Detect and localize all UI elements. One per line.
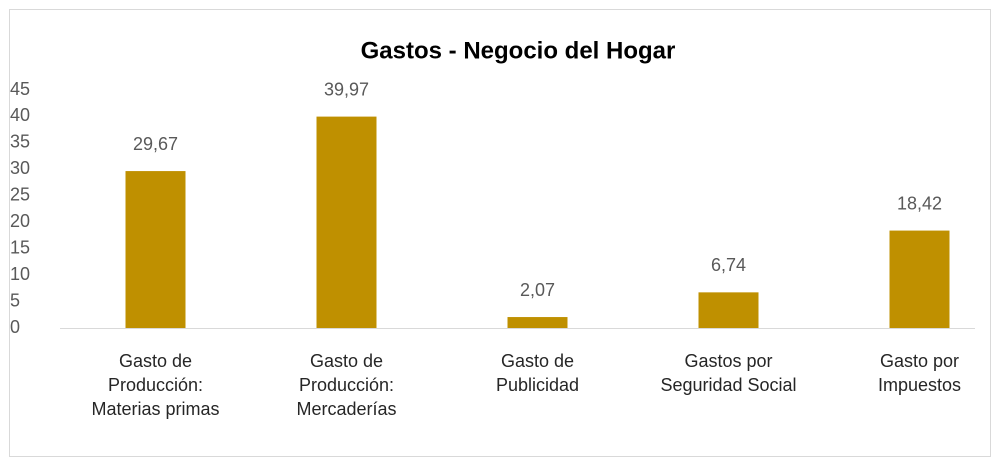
chart-title: Gastos - Negocio del Hogar: [361, 37, 676, 64]
y-tick-label: 15: [10, 237, 30, 257]
y-tick-label: 35: [10, 132, 30, 152]
x-tick-label: Gasto de Publicidad: [496, 351, 579, 395]
y-tick-label: 45: [10, 79, 30, 99]
x-tick-label: Gasto por Impuestos: [878, 351, 961, 395]
bar: [507, 317, 568, 328]
bar: [889, 230, 950, 328]
y-tick-label: 25: [10, 185, 30, 205]
x-tick-label: Gasto de Producción: Mercaderías: [296, 351, 396, 419]
data-label: 6,74: [711, 255, 746, 275]
data-label: 29,67: [133, 134, 178, 154]
y-tick-label: 20: [10, 211, 30, 231]
data-label: 18,42: [897, 193, 942, 213]
bar: [698, 292, 759, 328]
y-tick-label: 30: [10, 158, 30, 178]
bar: [125, 171, 186, 328]
bar: [316, 116, 377, 328]
data-label: 39,97: [324, 79, 369, 99]
y-tick-label: 5: [10, 290, 20, 310]
y-tick-label: 40: [10, 105, 30, 125]
data-label: 2,07: [520, 280, 555, 300]
y-tick-label: 0: [10, 317, 20, 337]
x-tick-label: Gasto de Producción: Materias primas: [91, 351, 219, 419]
x-tick-label: Gastos por Seguridad Social: [660, 351, 796, 395]
y-tick-label: 10: [10, 264, 30, 284]
